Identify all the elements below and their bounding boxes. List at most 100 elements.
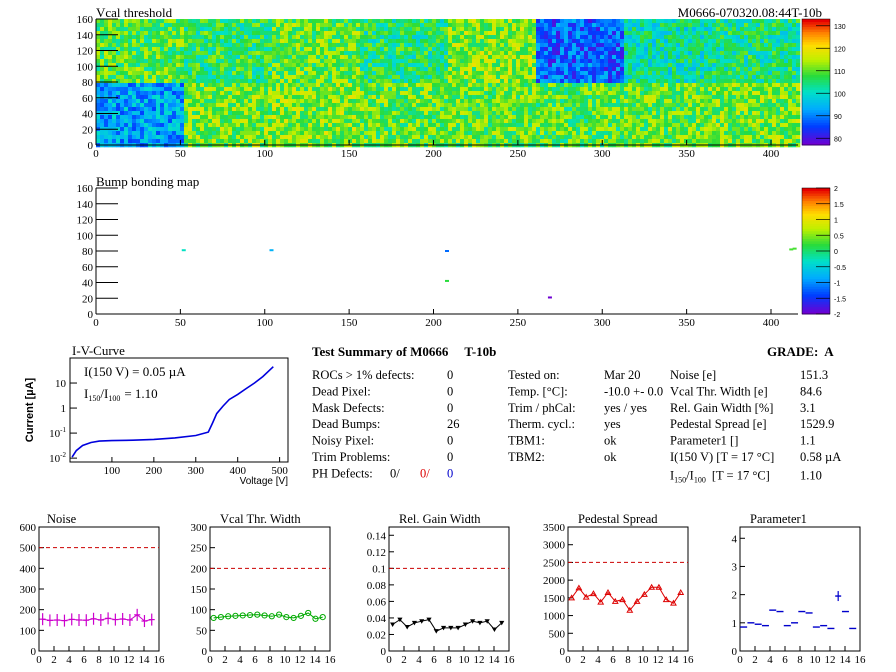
map-cell	[164, 19, 169, 24]
map-cell	[688, 91, 693, 96]
map-cell	[756, 95, 761, 100]
map-cell	[160, 27, 165, 32]
map-cell	[724, 71, 729, 76]
map-cell	[460, 115, 465, 120]
map-cell	[132, 111, 137, 116]
map-cell	[116, 99, 121, 104]
map-cell	[632, 127, 637, 132]
map-cell	[112, 87, 117, 92]
map-cell	[436, 27, 441, 32]
map-cell	[308, 23, 313, 28]
map-cell	[716, 115, 721, 120]
map-cell	[332, 19, 337, 24]
map-cell	[524, 23, 529, 28]
map-cell	[324, 27, 329, 32]
map-cell	[244, 43, 249, 48]
map-cell	[796, 75, 801, 80]
map-cell	[220, 27, 225, 32]
map-cell	[232, 119, 237, 124]
map-cell	[644, 95, 649, 100]
map-cell	[716, 23, 721, 28]
map-cell	[224, 67, 229, 72]
map-cell	[388, 87, 393, 92]
map-cell	[364, 19, 369, 24]
map-cell	[464, 39, 469, 44]
map-cell	[148, 67, 153, 72]
map-cell	[136, 71, 141, 76]
map-cell	[416, 107, 421, 112]
map-cell	[712, 51, 717, 56]
map-cell	[788, 27, 793, 32]
map-cell	[104, 79, 109, 84]
map-cell	[380, 115, 385, 120]
map-cell	[560, 55, 565, 60]
map-cell	[204, 27, 209, 32]
map-cell	[544, 39, 549, 44]
map-cell	[328, 99, 333, 104]
map-cell	[776, 23, 781, 28]
map-cell	[744, 59, 749, 64]
map-cell	[360, 99, 365, 104]
map-cell	[116, 31, 121, 36]
map-cell	[108, 83, 113, 88]
map-cell	[388, 111, 393, 116]
map-cell	[268, 107, 273, 112]
map-cell	[636, 51, 641, 56]
map-cell	[364, 127, 369, 132]
map-cell	[448, 75, 453, 80]
map-cell	[768, 95, 773, 100]
map-cell	[676, 83, 681, 88]
map-cell	[520, 119, 525, 124]
map-cell	[240, 19, 245, 24]
map-cell	[296, 103, 301, 108]
map-cell	[476, 67, 481, 72]
map-cell	[564, 43, 569, 48]
map-cell	[724, 27, 729, 32]
map-cell	[748, 51, 753, 56]
map-cell	[632, 23, 637, 28]
map-cell	[284, 39, 289, 44]
map-cell	[476, 31, 481, 36]
map-cell	[468, 59, 473, 64]
map-cell	[516, 111, 521, 116]
map-cell	[688, 123, 693, 128]
map-cell	[228, 115, 233, 120]
map-cell	[468, 83, 473, 88]
map-cell	[180, 19, 185, 24]
map-cell	[740, 87, 745, 92]
map-cell	[388, 127, 393, 132]
map-cell	[708, 75, 713, 80]
map-cell	[220, 31, 225, 36]
map-cell	[432, 75, 437, 80]
map-cell	[164, 43, 169, 48]
map-cell	[692, 119, 697, 124]
map-cell	[348, 23, 353, 28]
map-cell	[784, 123, 789, 128]
map-cell	[112, 103, 117, 108]
map-cell	[304, 43, 309, 48]
map-cell	[184, 123, 189, 128]
map-cell	[568, 31, 573, 36]
map-cell	[320, 67, 325, 72]
map-cell	[288, 59, 293, 64]
map-cell	[304, 115, 309, 120]
map-cell	[792, 95, 797, 100]
map-cell	[292, 119, 297, 124]
map-cell	[232, 123, 237, 128]
map-cell	[440, 87, 445, 92]
map-cell	[640, 119, 645, 124]
map-cell	[240, 63, 245, 68]
map-cell	[456, 111, 461, 116]
map-cell	[352, 119, 357, 124]
map-cell	[460, 35, 465, 40]
map-cell	[732, 31, 737, 36]
map-cell	[556, 103, 561, 108]
map-cell	[432, 31, 437, 36]
map-cell	[464, 51, 469, 56]
map-cell	[664, 103, 669, 108]
map-cell	[264, 35, 269, 40]
map-cell	[728, 63, 733, 68]
map-cell	[460, 87, 465, 92]
map-cell	[328, 107, 333, 112]
map-cell	[560, 95, 565, 100]
